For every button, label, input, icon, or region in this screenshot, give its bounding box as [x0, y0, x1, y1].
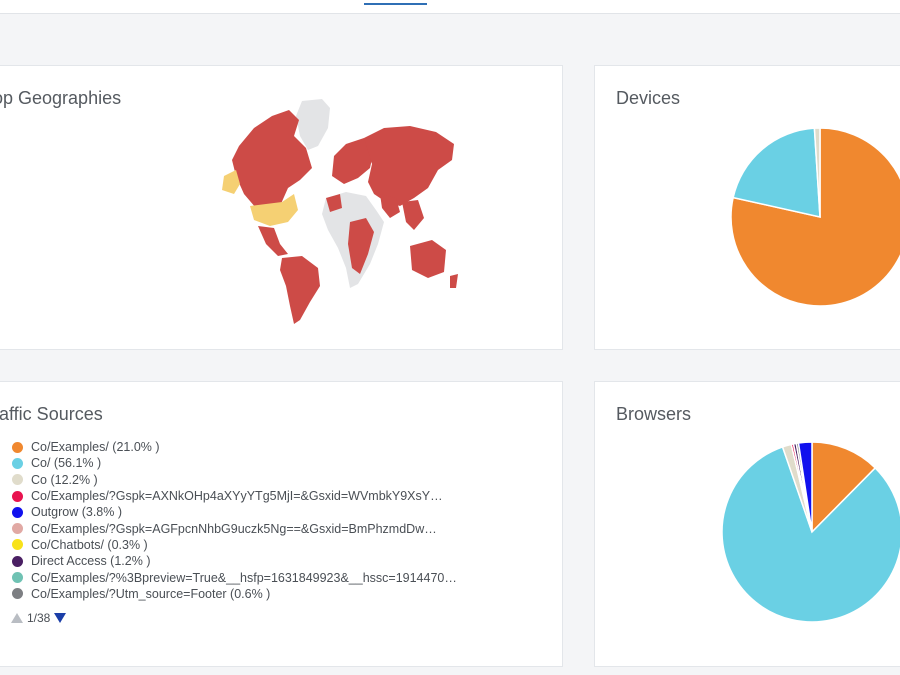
legend-item[interactable]: Co (12.2% ) — [12, 472, 457, 488]
legend-item[interactable]: Co/Examples/?Gspk=AGFpcnNhbG9uczk5Ng==&G… — [12, 520, 457, 536]
pie-slice-0[interactable] — [811, 441, 877, 534]
south-america[interactable] — [280, 256, 320, 324]
legend-dot-icon — [12, 506, 23, 518]
legend-item[interactable]: Co/Examples/ (21.0% ) — [12, 439, 457, 455]
world-map[interactable] — [214, 98, 464, 328]
legend-pager: 1/38 — [11, 611, 67, 625]
legend-dot-icon — [12, 474, 23, 486]
legend-label: Co/Examples/?%3Bpreview=True&__hsfp=1631… — [31, 570, 457, 585]
north-america[interactable] — [222, 110, 312, 256]
pie-slice-1[interactable] — [721, 445, 900, 623]
legend-item[interactable]: Co/Examples/?Utm_source=Footer (0.6% ) — [12, 586, 457, 602]
oceania[interactable] — [410, 240, 458, 288]
legend-dot-icon — [12, 457, 23, 469]
legend-label: Co (12.2% ) — [31, 472, 98, 487]
legend-label: Co/Examples/?Gspk=AGFpcnNhbG9uczk5Ng==&G… — [31, 521, 437, 536]
legend-label: Co/Chatbots/ (0.3% ) — [31, 537, 148, 552]
pie-slice-0[interactable] — [730, 127, 900, 307]
browsers-card: Browsers — [594, 381, 900, 667]
legend-label: Co/Examples/?Utm_source=Footer (0.6% ) — [31, 586, 271, 601]
page-down-icon[interactable] — [54, 613, 67, 623]
geographies-card: op Geographies — [0, 65, 563, 350]
legend-item[interactable]: Co/Examples/?%3Bpreview=True&__hsfp=1631… — [12, 569, 457, 585]
geographies-title: op Geographies — [0, 88, 122, 108]
africa[interactable] — [322, 192, 384, 288]
traffic-legend: Co/Examples/ (21.0% ) Co/ (56.1% ) Co (1… — [12, 439, 457, 602]
top-tab-bar — [0, 0, 900, 14]
browsers-title: Browsers — [616, 404, 692, 424]
pie-slice-6[interactable] — [797, 441, 813, 533]
legend-dot-icon — [12, 588, 23, 600]
asia[interactable] — [364, 126, 454, 230]
europe[interactable] — [332, 138, 374, 184]
devices-pie-chart — [730, 127, 900, 307]
legend-label: Co/ (56.1% ) — [31, 456, 102, 471]
legend-dot-icon — [12, 490, 23, 502]
active-tab-indicator — [364, 3, 427, 5]
legend-dot-icon — [12, 523, 23, 535]
legend-item[interactable]: Outgrow (3.8% ) — [12, 504, 457, 520]
greenland[interactable] — [296, 99, 330, 150]
page-up-icon[interactable] — [11, 613, 23, 623]
legend-dot-icon — [12, 539, 23, 551]
traffic-sources-card: raffic Sources Co/Examples/ (21.0% ) Co/… — [0, 381, 563, 667]
legend-item[interactable]: Co/ (56.1% ) — [12, 455, 457, 471]
legend-dot-icon — [12, 572, 23, 584]
legend-label: Co/Examples/?Gspk=AXNkOHp4aXYyYTg5MjI=&G… — [31, 489, 443, 504]
devices-title: Devices — [616, 88, 681, 108]
legend-item[interactable]: Co/Examples/?Gspk=AXNkOHp4aXYyYTg5MjI=&G… — [12, 488, 457, 504]
pie-slice-2[interactable] — [813, 127, 821, 218]
legend-dot-icon — [12, 441, 23, 453]
legend-label: Outgrow (3.8% ) — [31, 505, 123, 520]
browsers-pie-chart — [721, 441, 900, 623]
legend-item[interactable]: Co/Chatbots/ (0.3% ) — [12, 537, 457, 553]
legend-item[interactable]: Direct Access (1.2% ) — [12, 553, 457, 569]
page-indicator: 1/38 — [27, 611, 51, 625]
devices-card: Devices — [594, 65, 900, 350]
legend-label: Co/Examples/ (21.0% ) — [31, 440, 160, 455]
pie-slice-1[interactable] — [732, 127, 821, 218]
traffic-sources-title: raffic Sources — [0, 404, 103, 424]
legend-dot-icon — [12, 555, 23, 567]
legend-label: Direct Access (1.2% ) — [31, 554, 151, 569]
